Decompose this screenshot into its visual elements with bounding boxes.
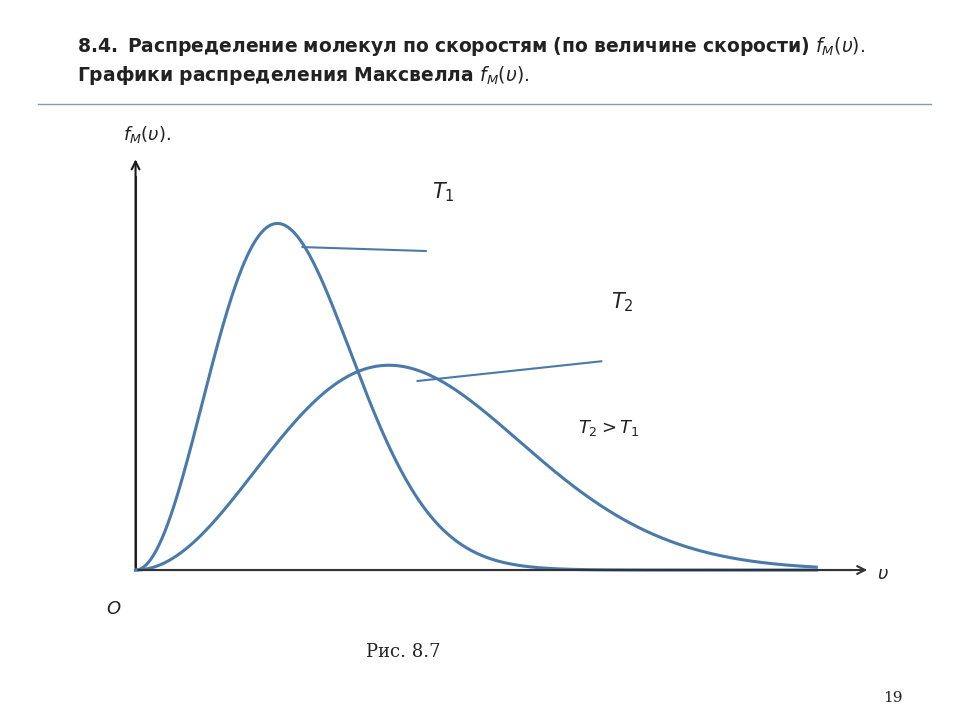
Text: $T_2 > T_1$: $T_2 > T_1$: [578, 418, 639, 438]
Text: 19: 19: [883, 691, 902, 706]
Text: $T_2$: $T_2$: [612, 290, 635, 314]
Text: $O$: $O$: [107, 600, 122, 618]
Text: Рис. 8.7: Рис. 8.7: [366, 642, 441, 661]
Text: $f_M(\upsilon).$: $f_M(\upsilon).$: [123, 124, 171, 145]
Text: $\upsilon$: $\upsilon$: [877, 565, 889, 583]
Text: $\mathbf{8.4.\ Распределение\ молекул\ по\ скоростям\ (по\ величине\ скорости)\ : $\mathbf{8.4.\ Распределение\ молекул\ п…: [77, 35, 865, 58]
Text: $\mathbf{Графики\ распределения\ Максвелла\ }$$f_M(\upsilon).$: $\mathbf{Графики\ распределения\ Максвел…: [77, 64, 529, 87]
Text: $T_1$: $T_1$: [432, 180, 455, 204]
